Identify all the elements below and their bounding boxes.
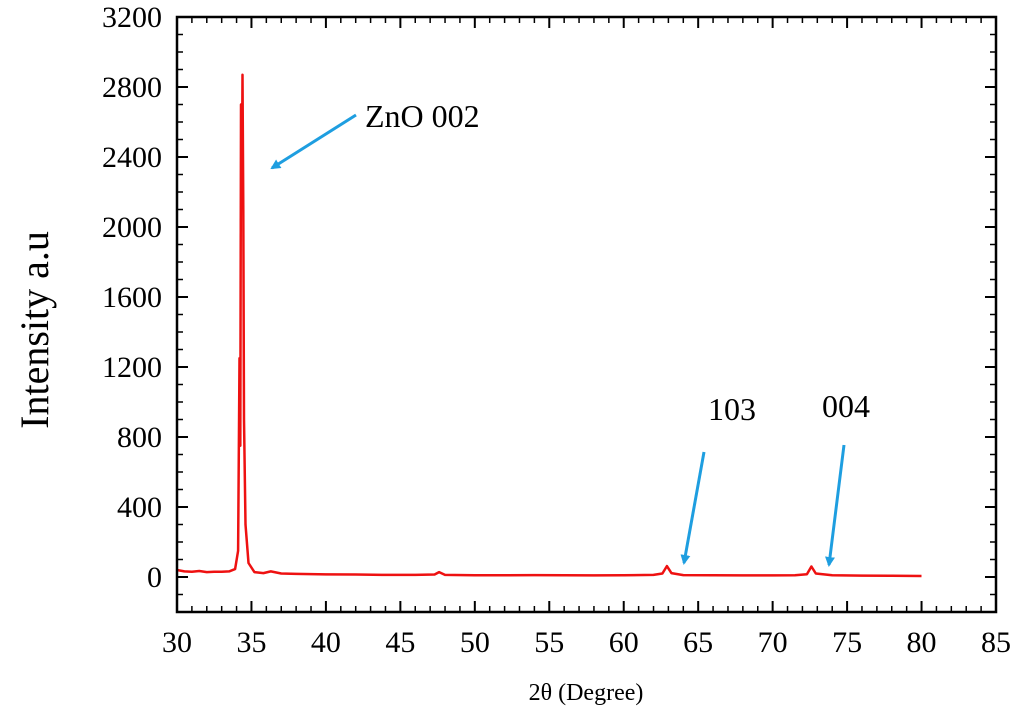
annotation-103-arrow [680, 451, 706, 565]
y-tick-label-800: 800 [117, 421, 162, 454]
y-tick-label-2400: 2400 [102, 141, 162, 174]
x-tick-label-40: 40 [311, 626, 341, 659]
y-tick-label-2000: 2000 [102, 211, 162, 244]
x-axis-title: 2θ (Degree) [529, 680, 644, 706]
x-tick-label-65: 65 [683, 626, 713, 659]
annotation-103-label: 103 [708, 391, 756, 427]
annotation-zno-002-arrow [270, 113, 357, 170]
y-tick-label-1200: 1200 [102, 351, 162, 384]
y-tick-label-1600: 1600 [102, 281, 162, 314]
x-tick-label-75: 75 [832, 626, 862, 659]
x-tick-label-80: 80 [907, 626, 937, 659]
x-tick-label-30: 30 [162, 626, 192, 659]
x-tick-label-60: 60 [609, 626, 639, 659]
annotation-004-arrow [825, 444, 846, 567]
annotation-004-label: 004 [822, 388, 870, 424]
y-tick-label-3200: 3200 [102, 1, 162, 34]
x-tick-label-45: 45 [385, 626, 415, 659]
x-tick-label-55: 55 [534, 626, 564, 659]
plot-frame [175, 15, 998, 614]
x-tick-label-35: 35 [236, 626, 266, 659]
y-tick-label-0: 0 [147, 561, 162, 594]
series-line-0 [176, 73, 922, 578]
x-tick-label-50: 50 [460, 626, 490, 659]
x-tick-label-70: 70 [758, 626, 788, 659]
annotation-zno-002-label: ZnO 002 [365, 98, 480, 134]
y-tick-label-2800: 2800 [102, 71, 162, 104]
y-tick-label-400: 400 [117, 491, 162, 524]
y-axis-title: Intensity a.u [12, 231, 57, 429]
x-tick-label-85: 85 [981, 626, 1011, 659]
